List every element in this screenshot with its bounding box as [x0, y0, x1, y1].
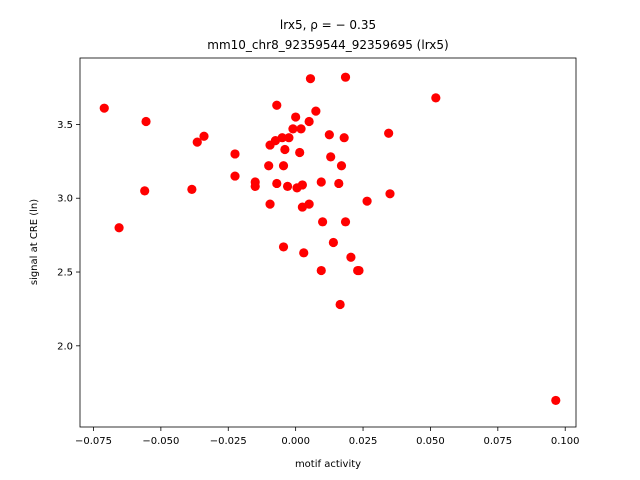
x-tick-label: 0.000 [281, 436, 310, 447]
data-point [291, 112, 301, 122]
data-point [431, 93, 441, 103]
scatter-points [99, 72, 561, 406]
chart-title-line1: lrx5, ρ = − 0.35 [280, 18, 376, 32]
data-point [346, 252, 356, 262]
data-point [272, 178, 282, 189]
data-point [354, 265, 364, 276]
data-point [187, 184, 197, 194]
data-point [311, 106, 321, 116]
y-axis-ticks: 2.0 2.5 3.0 3.5 [57, 120, 80, 352]
chart-title-line2: mm10_chr8_92359544_92359695 (lrx5) [207, 38, 448, 52]
data-point [288, 124, 298, 134]
data-point [326, 152, 336, 162]
data-point [340, 72, 351, 82]
data-point [384, 128, 394, 138]
plot-area-frame [79, 57, 577, 428]
data-point [362, 196, 372, 206]
data-point [304, 116, 314, 127]
data-point [280, 144, 290, 155]
data-point [272, 100, 282, 110]
x-tick-label: 0.075 [484, 436, 513, 447]
data-point [336, 161, 347, 171]
data-point [230, 149, 240, 159]
data-point [192, 137, 202, 147]
data-point [264, 161, 274, 171]
data-point [328, 237, 338, 248]
data-point [304, 199, 314, 209]
data-point [250, 181, 260, 192]
data-point [335, 299, 345, 310]
data-point [282, 181, 293, 192]
data-point [265, 199, 275, 209]
x-axis-ticks: −0.075 −0.050 −0.025 0.000 0.025 0.050 0.075 0.… [75, 427, 580, 447]
x-tick-label: −0.025 [210, 436, 247, 447]
data-point [296, 124, 306, 134]
data-point [140, 186, 150, 196]
data-point [340, 217, 351, 227]
y-axis-label: signal at CRE (ln) [29, 199, 40, 285]
data-point [141, 116, 151, 127]
x-tick-label: 0.025 [349, 436, 378, 447]
x-tick-label: −0.050 [142, 436, 179, 447]
data-point [278, 161, 289, 171]
data-point [316, 265, 326, 276]
data-point [99, 103, 109, 113]
x-tick-label: 0.050 [416, 436, 445, 447]
data-point [277, 133, 287, 143]
y-tick-label: 2.0 [57, 341, 73, 352]
data-point [295, 147, 305, 158]
data-point [334, 178, 344, 189]
data-point [318, 217, 328, 227]
data-point [230, 171, 240, 181]
data-point [199, 131, 209, 141]
y-tick-label: 3.5 [57, 120, 73, 131]
data-point [385, 189, 395, 199]
data-point [316, 177, 326, 187]
data-point [278, 242, 289, 252]
data-point [305, 74, 316, 84]
data-point [297, 180, 307, 190]
y-tick-label: 2.5 [57, 268, 73, 279]
x-tick-label: 0.100 [551, 436, 580, 447]
x-axis-label: motif activity [295, 459, 361, 470]
data-point [339, 133, 349, 143]
x-tick-label: −0.075 [75, 436, 112, 447]
data-point [284, 133, 294, 143]
y-tick-label: 3.0 [57, 194, 73, 205]
data-point [114, 223, 124, 233]
data-point [324, 130, 334, 140]
data-point [551, 395, 561, 406]
data-point [299, 248, 309, 258]
